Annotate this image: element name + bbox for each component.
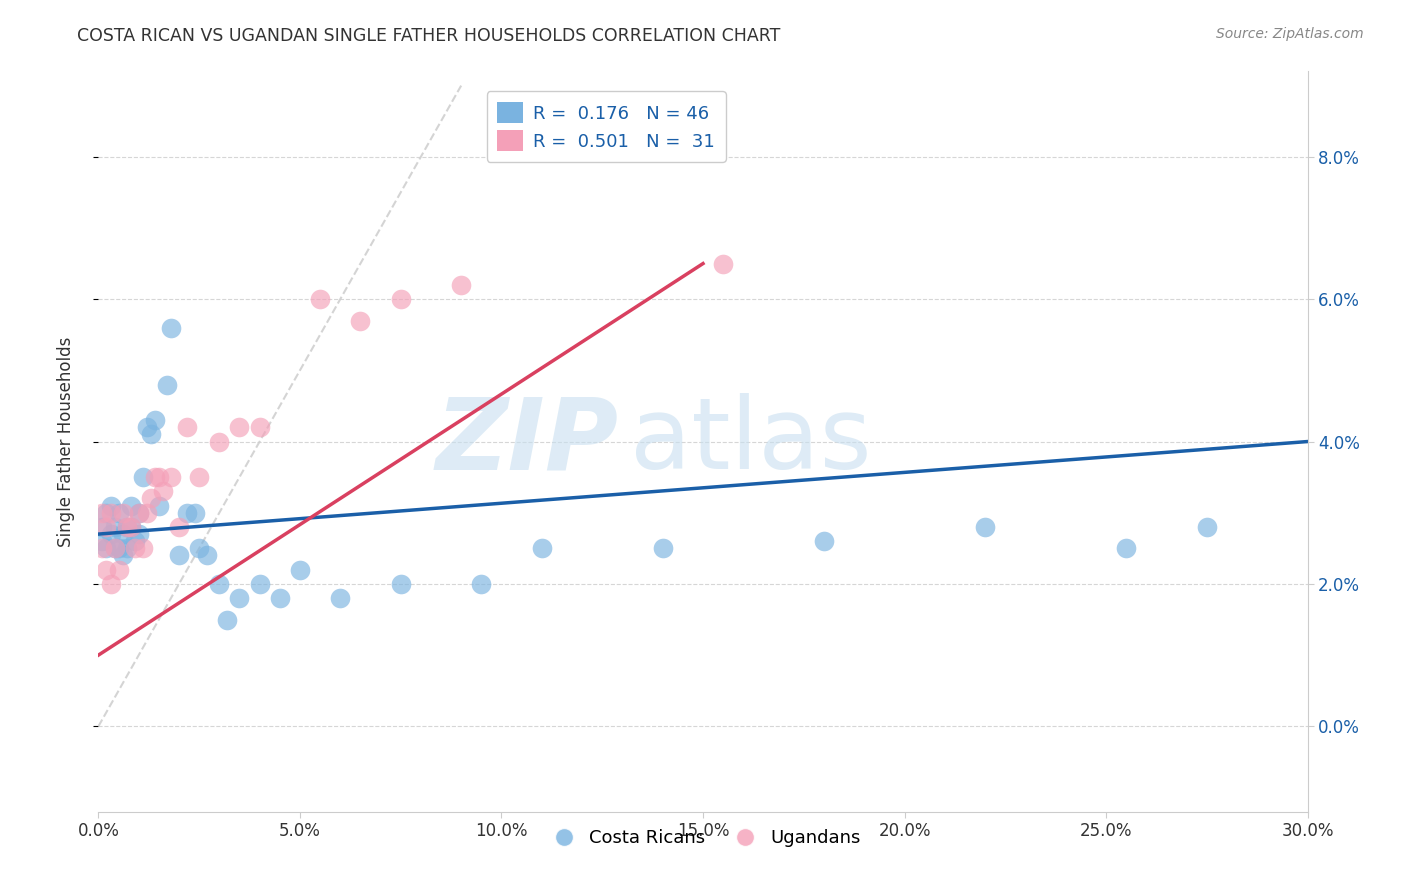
- Point: [148, 499, 170, 513]
- Point: [470, 577, 492, 591]
- Point: [269, 591, 291, 606]
- Point: [208, 577, 231, 591]
- Text: COSTA RICAN VS UGANDAN SINGLE FATHER HOUSEHOLDS CORRELATION CHART: COSTA RICAN VS UGANDAN SINGLE FATHER HOU…: [77, 27, 780, 45]
- Point: [143, 470, 166, 484]
- Point: [974, 520, 997, 534]
- Point: [132, 541, 155, 556]
- Point: [107, 541, 129, 556]
- Point: [132, 470, 155, 484]
- Point: [176, 420, 198, 434]
- Point: [107, 563, 129, 577]
- Point: [160, 470, 183, 484]
- Point: [135, 420, 157, 434]
- Point: [711, 256, 734, 270]
- Point: [148, 470, 170, 484]
- Text: ZIP: ZIP: [436, 393, 619, 490]
- Point: [100, 499, 122, 513]
- Point: [96, 563, 118, 577]
- Point: [1195, 520, 1218, 534]
- Point: [208, 434, 231, 449]
- Point: [450, 277, 472, 292]
- Point: [103, 541, 125, 556]
- Point: [111, 506, 134, 520]
- Point: [128, 506, 150, 520]
- Point: [651, 541, 673, 556]
- Point: [107, 506, 129, 520]
- Point: [389, 577, 412, 591]
- Point: [152, 484, 174, 499]
- Point: [195, 549, 218, 563]
- Point: [120, 520, 142, 534]
- Point: [91, 541, 114, 556]
- Point: [813, 534, 835, 549]
- Text: Source: ZipAtlas.com: Source: ZipAtlas.com: [1216, 27, 1364, 41]
- Point: [228, 591, 250, 606]
- Point: [156, 377, 179, 392]
- Point: [124, 534, 146, 549]
- Point: [329, 591, 352, 606]
- Point: [143, 413, 166, 427]
- Point: [111, 527, 134, 541]
- Point: [160, 320, 183, 334]
- Text: atlas: atlas: [630, 393, 872, 490]
- Point: [91, 534, 114, 549]
- Point: [128, 506, 150, 520]
- Point: [389, 292, 412, 306]
- Point: [188, 470, 211, 484]
- Point: [530, 541, 553, 556]
- Point: [167, 520, 190, 534]
- Point: [100, 577, 122, 591]
- Point: [228, 420, 250, 434]
- Point: [120, 499, 142, 513]
- Point: [100, 527, 122, 541]
- Point: [139, 491, 162, 506]
- Point: [103, 541, 125, 556]
- Point: [115, 541, 138, 556]
- Point: [111, 549, 134, 563]
- Point: [91, 520, 114, 534]
- Point: [249, 420, 271, 434]
- Point: [115, 520, 138, 534]
- Point: [96, 520, 118, 534]
- Point: [91, 506, 114, 520]
- Point: [96, 506, 118, 520]
- Point: [1115, 541, 1137, 556]
- Point: [217, 613, 239, 627]
- Point: [188, 541, 211, 556]
- Legend: Costa Ricans, Ugandans: Costa Ricans, Ugandans: [538, 822, 868, 855]
- Point: [176, 506, 198, 520]
- Point: [120, 520, 142, 534]
- Point: [309, 292, 332, 306]
- Point: [100, 506, 122, 520]
- Point: [139, 427, 162, 442]
- Point: [288, 563, 311, 577]
- Point: [249, 577, 271, 591]
- Point: [115, 520, 138, 534]
- Point: [128, 527, 150, 541]
- Point: [124, 541, 146, 556]
- Y-axis label: Single Father Households: Single Father Households: [56, 336, 75, 547]
- Point: [184, 506, 207, 520]
- Point: [96, 541, 118, 556]
- Point: [167, 549, 190, 563]
- Point: [349, 313, 371, 327]
- Point: [135, 506, 157, 520]
- Point: [103, 520, 125, 534]
